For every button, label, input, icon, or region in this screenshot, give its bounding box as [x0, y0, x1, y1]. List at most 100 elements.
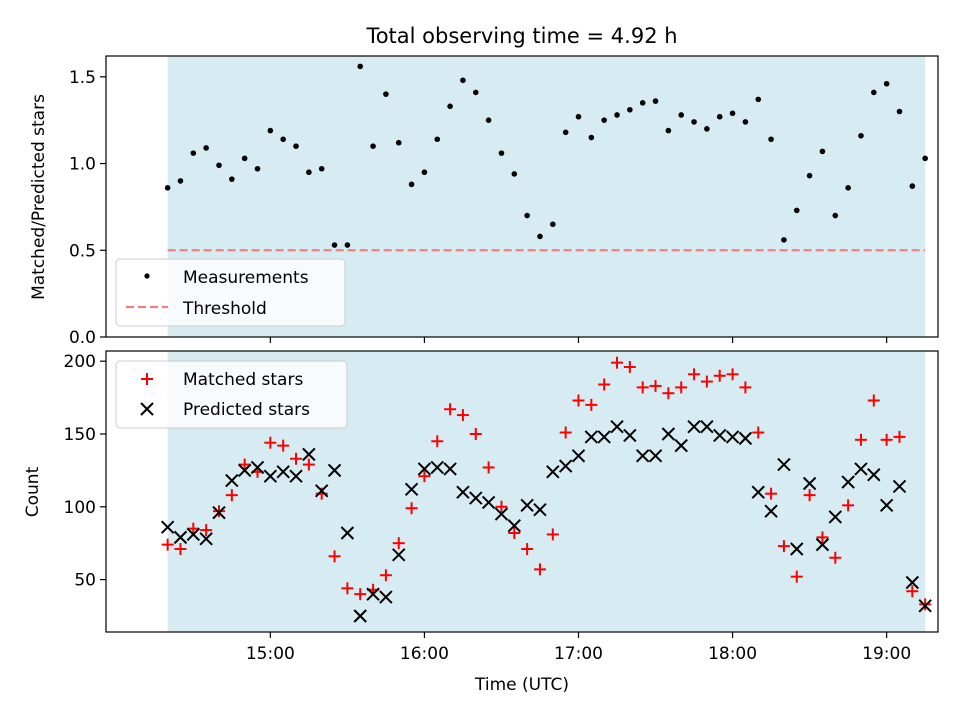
bottom-legend-box — [115, 360, 348, 429]
matched-star-point — [700, 375, 713, 388]
bottom-yaxis: 50 100 150 200 — [64, 352, 106, 591]
predicted-star-point — [443, 462, 457, 476]
matched-star-point — [495, 500, 508, 513]
predicted-star-point — [379, 590, 393, 604]
x-b — [302, 447, 316, 462]
matched-star-point — [431, 435, 444, 448]
predicted-star-point — [237, 463, 252, 478]
top-axes-frame — [105, 55, 939, 338]
top-points-layer — [164, 63, 928, 248]
x-b — [546, 465, 560, 479]
top-xticks — [269, 337, 888, 343]
predicted-star-point — [700, 420, 714, 434]
measurement-point — [665, 127, 672, 134]
chart-title: Total observing time = 4.92 h — [365, 24, 677, 48]
x-b — [186, 527, 201, 542]
measurement-point — [383, 91, 389, 97]
matched-star-point — [854, 433, 867, 446]
predicted-star-point — [481, 495, 496, 510]
matched-star-point — [444, 403, 457, 416]
measurement-point — [408, 181, 415, 188]
predicted-star-point — [314, 484, 329, 498]
measurement-point — [819, 148, 826, 155]
x-b — [430, 460, 444, 475]
legend-predicted-label: Predicted stars — [183, 400, 310, 420]
legend-matched-label: Matched stars — [183, 370, 303, 390]
matched-star-point — [405, 502, 418, 515]
legend-matched-marker — [141, 373, 153, 385]
x-b — [713, 428, 727, 443]
predicted-star-point — [674, 438, 688, 453]
matched-star-point — [379, 569, 392, 582]
x-b — [353, 609, 367, 623]
matched-star-point — [867, 394, 880, 407]
x-b — [854, 462, 868, 476]
bottom-xlabel: Time (UTC) — [474, 675, 569, 695]
matched-star-point — [726, 368, 739, 381]
predicted-star-point — [725, 430, 740, 444]
predicted-star-point — [802, 476, 817, 491]
measurement-point — [216, 162, 222, 169]
x-b — [700, 420, 714, 434]
x-b — [674, 438, 688, 453]
measurement-point — [768, 136, 774, 143]
bottom-axes-frame — [105, 350, 939, 633]
matched-star-point — [302, 458, 315, 471]
matched-star-point — [623, 361, 636, 374]
measurement-point — [806, 172, 813, 179]
legend-measurements-marker — [144, 273, 150, 279]
measurement-point — [498, 150, 505, 156]
matched-star-point — [290, 452, 303, 465]
x-b — [481, 495, 496, 510]
matched-star-point — [765, 487, 778, 500]
predicted-star-point — [751, 485, 765, 499]
measurement-point — [190, 150, 197, 156]
ytick-label: 1.0 — [69, 155, 96, 175]
measurement-point — [678, 112, 685, 118]
x-b — [661, 427, 676, 441]
measurement-point — [755, 96, 762, 103]
ytick-label: 0.0 — [69, 328, 96, 348]
measurement-point — [370, 143, 376, 149]
x-b — [404, 482, 419, 497]
x-b — [417, 462, 432, 476]
x-b — [520, 498, 534, 513]
x-b — [738, 431, 753, 446]
matched-star-point — [585, 398, 598, 411]
matched-star-point — [187, 522, 200, 535]
matched-star-point — [469, 427, 482, 440]
predicted-star-point — [417, 462, 432, 476]
x-b — [623, 428, 637, 443]
predicted-star-point — [340, 526, 355, 540]
x-b — [867, 468, 881, 482]
predicted-star-point — [250, 460, 265, 475]
matched-star-point — [829, 551, 842, 564]
x-b — [764, 504, 778, 518]
x-b — [905, 575, 920, 590]
measurement-point — [447, 103, 453, 110]
xtick-label: 18:00 — [708, 644, 757, 664]
predicted-star-point — [867, 468, 881, 482]
predicted-star-point — [546, 465, 560, 479]
predicted-star-point — [661, 427, 676, 441]
x-b — [212, 505, 226, 520]
matched-star-point — [161, 538, 174, 551]
measurement-point — [691, 119, 697, 125]
matched-star-point — [546, 528, 559, 541]
measurement-point — [601, 117, 607, 123]
x-b — [841, 475, 855, 489]
x-b — [379, 590, 393, 604]
predicted-star-point — [263, 469, 278, 483]
measurement-point — [871, 89, 877, 96]
x-b — [225, 473, 239, 488]
x-b — [443, 462, 457, 476]
bottom-legend: Matched stars Predicted stars — [115, 360, 348, 429]
x-b — [366, 587, 380, 601]
measurement-point — [537, 233, 543, 240]
xtick-label: 19:00 — [862, 644, 911, 664]
measurement-point — [472, 89, 479, 96]
legend-predicted-marker — [140, 402, 154, 416]
measurement-point — [832, 212, 839, 219]
predicted-star-point — [366, 587, 380, 601]
